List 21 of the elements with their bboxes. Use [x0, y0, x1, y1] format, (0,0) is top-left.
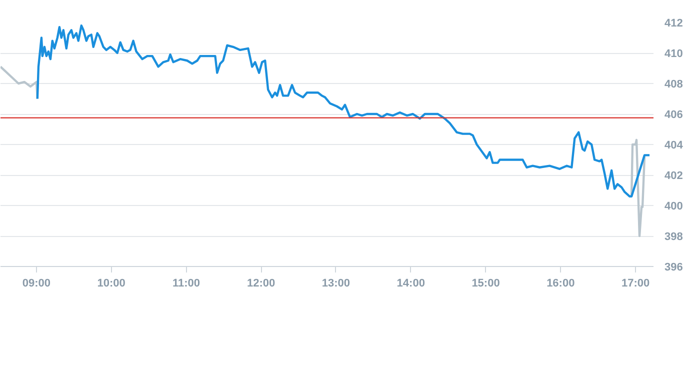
y-tick-label: 402 [664, 170, 683, 182]
line-series [0, 66, 39, 100]
y-tick-label: 406 [664, 109, 683, 121]
x-tick-label: 12:00 [247, 278, 276, 290]
x-tick-label: 09:00 [22, 278, 51, 290]
y-tick-label: 396 [664, 262, 683, 274]
y-tick-label: 404 [664, 140, 684, 152]
line-series [36, 24, 651, 198]
y-tick-label: 410 [664, 48, 683, 60]
x-tick-label: 13:00 [322, 278, 350, 290]
y-tick-label: 400 [664, 200, 683, 212]
y-tick-label: 398 [664, 231, 683, 243]
x-tick-label: 10:00 [97, 278, 126, 290]
y-tick-label: 412 [664, 18, 683, 30]
x-tick-label: 15:00 [472, 278, 500, 290]
x-tick-label: 14:00 [396, 278, 425, 290]
x-tick-label: 11:00 [172, 278, 200, 290]
y-tick-label: 408 [664, 78, 683, 90]
x-tick-label: 16:00 [546, 278, 575, 290]
line-series [630, 138, 646, 238]
x-tick-label: 17:00 [621, 278, 650, 290]
